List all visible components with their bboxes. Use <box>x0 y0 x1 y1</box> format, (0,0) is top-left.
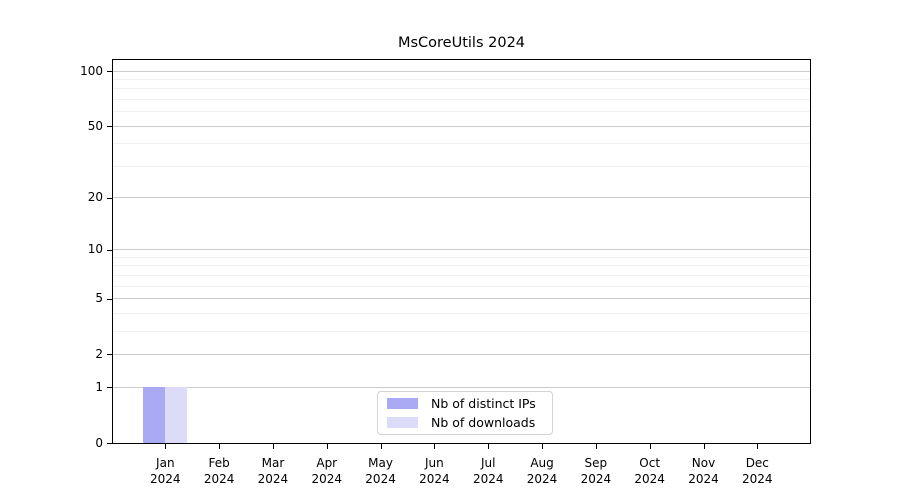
x-tick-mark <box>326 444 328 449</box>
gridline-minor <box>113 165 810 167</box>
gridline-minor <box>113 143 810 145</box>
month-label: Jul <box>480 456 496 470</box>
x-tick-mark <box>165 444 167 449</box>
year-label: 2024 <box>419 472 450 486</box>
month-label: Aug <box>530 456 554 470</box>
x-tick-mark <box>757 444 759 449</box>
month-label: Sep <box>584 456 608 470</box>
x-tick-label: Jan 2024 <box>123 455 207 487</box>
y-tick-mark <box>107 71 112 72</box>
gridline-major <box>113 386 810 388</box>
gridline-minor <box>113 78 810 80</box>
x-tick-mark <box>219 444 221 449</box>
month-label: Nov <box>691 456 716 470</box>
x-tick-label: Aug 2024 <box>500 455 584 487</box>
chart-title: MsCoreUtils 2024 <box>397 35 526 51</box>
y-tick-label: 0 <box>95 435 103 450</box>
y-tick-label: 2 <box>95 346 103 361</box>
month-label: Mar <box>261 456 285 470</box>
y-tick-mark <box>107 249 112 251</box>
x-tick-label: Mar 2024 <box>231 455 315 487</box>
x-tick-mark <box>380 444 382 449</box>
x-tick-label: Jun 2024 <box>392 455 476 487</box>
gridline-major <box>113 353 810 355</box>
x-tick-mark <box>595 444 597 449</box>
year-label: 2024 <box>311 472 343 486</box>
year-label: 2024 <box>580 472 612 486</box>
year-label: 2024 <box>203 472 235 486</box>
x-tick-mark <box>488 444 490 449</box>
gridline-major <box>113 197 810 199</box>
gridline-minor <box>113 111 810 113</box>
gridline-major <box>113 298 810 300</box>
legend-label-distinct-ips: Nb of distinct IPs <box>431 396 536 411</box>
gridline-major <box>113 125 810 127</box>
month-label: Oct <box>639 456 661 470</box>
legend-swatch-distinct-ips <box>387 398 418 409</box>
legend-item-distinct-ips: Nb of distinct IPs <box>378 396 552 411</box>
legend-item-downloads: Nb of downloads <box>378 415 552 430</box>
bar-downloads <box>165 387 188 443</box>
month-label: May <box>368 456 393 470</box>
year-label: 2024 <box>526 472 558 486</box>
x-tick-label: Jul 2024 <box>446 455 530 487</box>
gridline-minor <box>113 312 810 314</box>
year-label: 2024 <box>688 472 719 486</box>
x-tick-label: Feb 2024 <box>177 455 261 487</box>
legend-label-downloads: Nb of downloads <box>431 415 536 430</box>
gridline-minor <box>113 88 810 90</box>
month-label: Dec <box>745 456 769 470</box>
legend-swatch-downloads <box>387 417 418 428</box>
year-label: 2024 <box>742 472 773 486</box>
y-tick-mark <box>107 354 112 356</box>
gridline-minor <box>113 330 810 332</box>
year-label: 2024 <box>472 472 504 486</box>
gridline-major <box>113 249 810 251</box>
y-tick-mark <box>107 387 112 389</box>
x-tick-mark <box>649 444 651 449</box>
y-tick-label: 10 <box>87 242 103 257</box>
x-tick-label: Sep 2024 <box>554 455 638 487</box>
y-tick-mark <box>107 443 112 444</box>
month-label: Jan <box>156 456 175 470</box>
y-tick-mark <box>107 197 112 199</box>
year-label: 2024 <box>150 472 181 486</box>
x-tick-label: Oct 2024 <box>608 455 692 487</box>
year-label: 2024 <box>634 472 665 486</box>
gridline-minor <box>113 274 810 276</box>
gridline-minor <box>113 98 810 100</box>
month-label: Apr <box>316 456 338 470</box>
gridline-minor <box>113 256 810 258</box>
year-label: 2024 <box>257 472 289 486</box>
year-label: 2024 <box>365 472 396 486</box>
x-tick-label: May 2024 <box>339 455 423 487</box>
gridline-minor <box>113 265 810 267</box>
x-tick-label: Nov 2024 <box>662 455 746 487</box>
x-tick-label: Dec 2024 <box>715 455 799 487</box>
y-tick-label: 20 <box>87 190 103 205</box>
y-tick-label: 5 <box>95 291 103 306</box>
x-tick-mark <box>272 444 274 449</box>
plot-area: Nb of distinct IPs Nb of downloads <box>112 59 811 444</box>
y-tick-mark <box>107 298 112 300</box>
x-tick-mark <box>703 444 705 449</box>
y-tick-label: 1 <box>95 379 103 394</box>
y-tick-mark <box>107 126 112 128</box>
x-tick-label: Apr 2024 <box>285 455 369 487</box>
month-label: Feb <box>208 456 230 470</box>
legend: Nb of distinct IPs Nb of downloads <box>377 391 553 435</box>
bar-distinct-ips <box>143 387 166 443</box>
x-tick-mark <box>542 444 544 449</box>
y-tick-label: 50 <box>87 118 103 133</box>
y-tick-label: 100 <box>80 63 103 78</box>
month-label: Jun <box>425 456 444 470</box>
gridline-major <box>113 70 810 72</box>
gridline-minor <box>113 285 810 287</box>
x-tick-mark <box>434 444 436 449</box>
